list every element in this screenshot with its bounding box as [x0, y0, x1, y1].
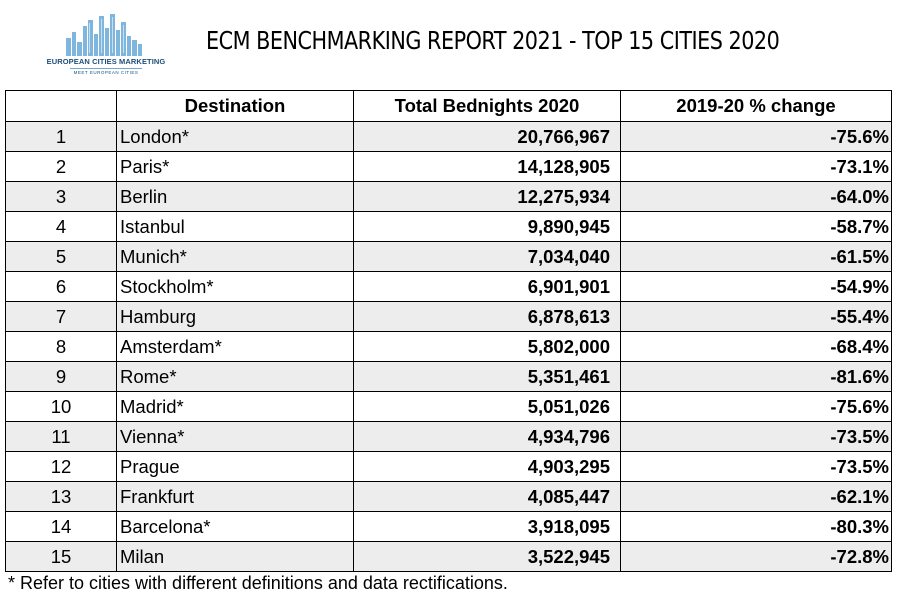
bednights-cell: 5,802,000: [353, 331, 621, 362]
destination-cell: Rome*: [116, 361, 354, 392]
rank-cell: 5: [5, 241, 117, 272]
cities-table: Destination Total Bednights 2020 2019-20…: [5, 90, 892, 572]
bednights-cell: 12,275,934: [353, 181, 621, 212]
destination-cell: Istanbul: [116, 211, 354, 242]
destination-cell: Frankfurt: [116, 481, 354, 512]
rank-cell: 6: [5, 271, 117, 302]
table-row: 13 Frankfurt 4,085,447 -62.1%: [5, 481, 892, 512]
table-row: 14 Barcelona* 3,918,095 -80.3%: [5, 511, 892, 542]
bednights-cell: 6,901,901: [353, 271, 621, 302]
change-cell: -75.6%: [620, 391, 892, 422]
bednights-cell: 9,890,945: [353, 211, 621, 242]
table-row: 10 Madrid* 5,051,026 -75.6%: [5, 391, 892, 422]
footnote: * Refer to cities with different definit…: [8, 573, 508, 593]
change-cell: -55.4%: [620, 301, 892, 332]
change-cell: -72.8%: [620, 541, 892, 572]
change-cell: -81.6%: [620, 361, 892, 392]
bednights-cell: 6,878,613: [353, 301, 621, 332]
rank-cell: 10: [5, 391, 117, 422]
rank-cell: 12: [5, 451, 117, 482]
destination-cell: Milan: [116, 541, 354, 572]
bednights-cell: 3,522,945: [353, 541, 621, 572]
page-title: ECM BENCHMARKING REPORT 2021 - TOP 15 CI…: [206, 26, 780, 55]
rank-cell: 9: [5, 361, 117, 392]
table-row: 3 Berlin 12,275,934 -64.0%: [5, 181, 892, 212]
table-row: 12 Prague 4,903,295 -73.5%: [5, 451, 892, 482]
table-header-row: Destination Total Bednights 2020 2019-20…: [5, 90, 892, 122]
change-cell: -80.3%: [620, 511, 892, 542]
change-cell: -54.9%: [620, 271, 892, 302]
destination-cell: Munich*: [116, 241, 354, 272]
rank-cell: 3: [5, 181, 117, 212]
table-row: 5 Munich* 7,034,040 -61.5%: [5, 241, 892, 272]
destination-cell: Vienna*: [116, 421, 354, 452]
table-row: 2 Paris* 14,128,905 -73.1%: [5, 151, 892, 182]
table-row: 11 Vienna* 4,934,796 -73.5%: [5, 421, 892, 452]
change-cell: -73.5%: [620, 421, 892, 452]
destination-cell: London*: [116, 121, 354, 152]
table-row: 4 Istanbul 9,890,945 -58.7%: [5, 211, 892, 242]
bednights-cell: 4,934,796: [353, 421, 621, 452]
ecm-logo: EUROPEAN CITIES MARKETING MEET EUROPEAN …: [44, 14, 168, 80]
bednights-cell: 4,085,447: [353, 481, 621, 512]
destination-cell: Stockholm*: [116, 271, 354, 302]
table-row: 9 Rome* 5,351,461 -81.6%: [5, 361, 892, 392]
bednights-cell: 20,766,967: [353, 121, 621, 152]
change-cell: -68.4%: [620, 331, 892, 362]
rank-cell: 7: [5, 301, 117, 332]
skyline-icon: [66, 14, 142, 56]
change-cell: -62.1%: [620, 481, 892, 512]
bednights-cell: 5,351,461: [353, 361, 621, 392]
bednights-cell: 7,034,040: [353, 241, 621, 272]
destination-cell: Barcelona*: [116, 511, 354, 542]
header-rank: [5, 90, 117, 122]
change-cell: -75.6%: [620, 121, 892, 152]
destination-cell: Berlin: [116, 181, 354, 212]
rank-cell: 13: [5, 481, 117, 512]
destination-cell: Paris*: [116, 151, 354, 182]
bednights-cell: 5,051,026: [353, 391, 621, 422]
rank-cell: 1: [5, 121, 117, 152]
logo-brand-text: EUROPEAN CITIES MARKETING: [46, 57, 166, 66]
change-cell: -73.1%: [620, 151, 892, 182]
bednights-cell: 3,918,095: [353, 511, 621, 542]
table-body: 1 London* 20,766,967 -75.6% 2 Paris* 14,…: [5, 121, 892, 572]
logo-divider: [70, 68, 142, 69]
logo-tagline: MEET EUROPEAN CITIES: [73, 70, 139, 75]
bednights-cell: 4,903,295: [353, 451, 621, 482]
change-cell: -73.5%: [620, 451, 892, 482]
destination-cell: Hamburg: [116, 301, 354, 332]
change-cell: -64.0%: [620, 181, 892, 212]
destination-cell: Prague: [116, 451, 354, 482]
table-row: 15 Milan 3,522,945 -72.8%: [5, 541, 892, 572]
table-row: 6 Stockholm* 6,901,901 -54.9%: [5, 271, 892, 302]
rank-cell: 8: [5, 331, 117, 362]
rank-cell: 11: [5, 421, 117, 452]
table-row: 1 London* 20,766,967 -75.6%: [5, 121, 892, 152]
rank-cell: 4: [5, 211, 117, 242]
header-destination: Destination: [116, 90, 354, 122]
destination-cell: Madrid*: [116, 391, 354, 422]
table-row: 7 Hamburg 6,878,613 -55.4%: [5, 301, 892, 332]
change-cell: -58.7%: [620, 211, 892, 242]
table-row: 8 Amsterdam* 5,802,000 -68.4%: [5, 331, 892, 362]
header-bednights: Total Bednights 2020: [353, 90, 621, 122]
rank-cell: 14: [5, 511, 117, 542]
header-change: 2019-20 % change: [620, 90, 892, 122]
destination-cell: Amsterdam*: [116, 331, 354, 362]
rank-cell: 15: [5, 541, 117, 572]
rank-cell: 2: [5, 151, 117, 182]
bednights-cell: 14,128,905: [353, 151, 621, 182]
change-cell: -61.5%: [620, 241, 892, 272]
